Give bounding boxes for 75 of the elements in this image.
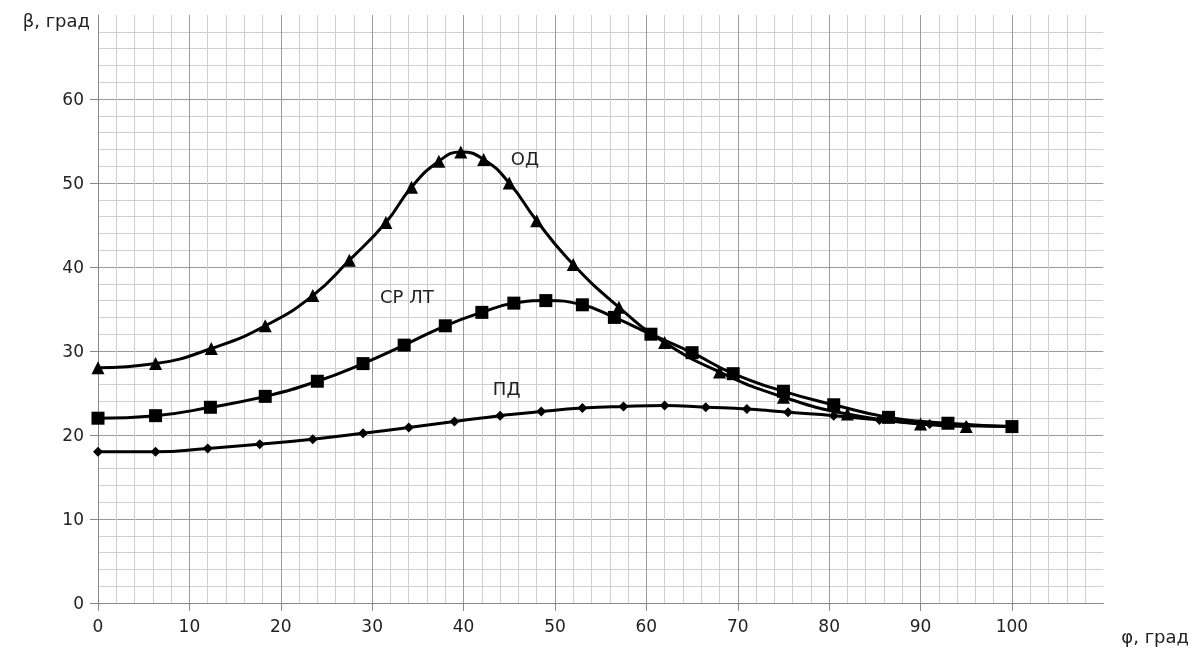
x-tick-label: 20 [269, 615, 292, 636]
point [149, 357, 163, 371]
x-axis-title: φ, град [1121, 625, 1190, 647]
point [91, 361, 105, 375]
point [203, 400, 217, 414]
point [93, 446, 103, 457]
point [150, 446, 161, 457]
point [726, 367, 740, 381]
point [454, 145, 468, 159]
y-tick-label: 0 [73, 593, 84, 613]
point [712, 365, 726, 379]
series-label: ОД [510, 148, 539, 170]
point [149, 409, 163, 423]
point [204, 341, 218, 355]
point [658, 336, 672, 350]
point [477, 152, 491, 166]
point [306, 289, 320, 303]
point [475, 305, 489, 319]
point [840, 407, 854, 421]
point [432, 154, 446, 168]
point [404, 180, 418, 194]
point [495, 410, 506, 421]
point [607, 310, 621, 324]
point [827, 398, 841, 412]
point [700, 402, 711, 413]
y-tick-label: 30 [62, 341, 84, 361]
point [530, 214, 544, 228]
point [539, 294, 553, 308]
y-tick-label: 10 [62, 509, 84, 529]
point [403, 422, 414, 433]
point [685, 346, 699, 360]
point [575, 298, 589, 312]
series-label: СР ЛТ [379, 286, 435, 308]
x-tick-label: 80 [818, 615, 840, 636]
x-tick-label: 60 [635, 615, 658, 636]
y-axis-title: β, град [22, 9, 90, 31]
point [342, 253, 356, 267]
point [536, 406, 547, 417]
point [258, 389, 272, 403]
point [379, 215, 393, 229]
point [566, 257, 580, 271]
y-tick-label: 50 [62, 173, 84, 193]
x-tick-label: 40 [452, 615, 475, 636]
x-tick-label: 100 [995, 615, 1029, 636]
point [438, 319, 452, 333]
point [358, 428, 369, 439]
point [577, 403, 588, 414]
point [397, 338, 411, 352]
point [914, 417, 928, 431]
point [507, 296, 521, 310]
x-tick-label: 50 [544, 615, 566, 636]
point [258, 319, 272, 333]
point [941, 416, 955, 430]
point [502, 176, 516, 190]
point [618, 401, 629, 412]
x-tick-label: 70 [726, 615, 749, 636]
x-tick-label: 10 [178, 615, 201, 636]
x-tick-label: 0 [92, 615, 104, 636]
series-label: ПД [492, 378, 521, 400]
point [254, 439, 265, 450]
point [882, 410, 896, 424]
x-tick-label: 90 [909, 615, 932, 636]
x-tick-label: 30 [361, 615, 383, 636]
point [310, 374, 324, 388]
point [644, 327, 658, 341]
point [659, 400, 670, 411]
y-tick-label: 40 [62, 257, 84, 277]
point [449, 416, 460, 427]
y-tick-label: 60 [62, 89, 84, 109]
point [356, 357, 370, 371]
point [776, 384, 790, 398]
point [307, 434, 318, 445]
point [91, 411, 105, 425]
point [202, 443, 213, 454]
y-tick-label: 20 [62, 425, 84, 445]
